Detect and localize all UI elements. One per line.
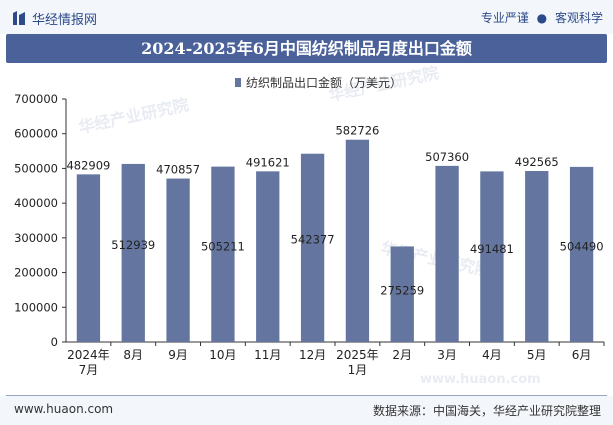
x-tick-label: 3月 <box>437 348 457 362</box>
x-tick-label: 11月 <box>254 348 281 362</box>
bar <box>211 166 235 342</box>
data-label: 491621 <box>246 155 290 169</box>
tagline: 专业严谨 ● 客观科学 <box>481 9 603 26</box>
bar <box>569 166 594 342</box>
bar <box>300 153 325 342</box>
data-label: 504490 <box>560 240 604 254</box>
y-tick-label: 700000 <box>14 92 58 106</box>
tagline-left: 专业严谨 <box>480 11 529 25</box>
y-tick-label: 400000 <box>14 196 58 210</box>
legend-swatch <box>235 78 241 87</box>
bar <box>345 139 370 342</box>
data-label: 275259 <box>380 283 424 297</box>
logo-icon <box>13 11 25 25</box>
data-label: 482909 <box>66 158 110 172</box>
data-label: 582726 <box>335 124 379 138</box>
legend-label: 纺织制品出口金额（万美元） <box>246 75 402 90</box>
brand-name: 华经情报网 <box>32 12 98 28</box>
footer-source: 数据来源：中国海关，华经产业研究院整理 <box>372 404 601 418</box>
bar <box>121 163 145 342</box>
x-tick-label: 2月 <box>392 348 412 362</box>
bar <box>166 178 190 342</box>
x-tick-label: 9月 <box>168 348 188 362</box>
bar <box>256 171 280 342</box>
bar <box>390 246 414 342</box>
bar-chart: 华经产业研究院华经产业研究院华经产业研究院www.huaon.com纺织制品出口… <box>14 63 605 387</box>
tagline-right: 客观科学 <box>554 11 603 25</box>
top-bar: 华经情报网 专业严谨 ● 客观科学 <box>0 0 613 34</box>
data-label: 542377 <box>291 232 335 246</box>
tagline-separator: ● <box>536 11 548 25</box>
y-tick-label: 100000 <box>14 300 58 314</box>
x-tick-label: 8月 <box>123 348 143 362</box>
brand[interactable]: 华经情报网 <box>12 8 97 28</box>
data-label: 512939 <box>111 238 155 252</box>
x-tick-label: 10月 <box>209 348 236 362</box>
watermark-text: www.huaon.com <box>420 372 541 387</box>
chart-title: 2024-2025年6月中国纺织制品月度出口金额 <box>141 39 472 58</box>
x-tick-label: 12月 <box>299 348 326 362</box>
footer-website[interactable]: www.huaon.com <box>14 402 114 416</box>
data-label: 505211 <box>201 240 245 254</box>
bar <box>435 165 459 342</box>
x-tick-label: 6月 <box>572 348 592 362</box>
footer: www.huaon.com 数据来源：中国海关，华经产业研究院整理 <box>0 396 613 425</box>
data-label: 507360 <box>425 150 469 164</box>
bar <box>76 174 101 342</box>
y-tick-label: 300000 <box>14 231 58 245</box>
data-label: 491481 <box>470 242 514 256</box>
bar <box>480 171 504 342</box>
watermark-text: 华经产业研究院 <box>77 95 191 137</box>
x-tick-label: 1月 <box>348 363 368 377</box>
chart-area: 华经产业研究院华经产业研究院华经产业研究院www.huaon.com纺织制品出口… <box>0 63 613 393</box>
data-label: 492565 <box>515 155 559 169</box>
y-tick-label: 600000 <box>14 127 58 141</box>
x-tick-label: 2024年 <box>67 348 110 362</box>
data-label: 470857 <box>156 163 200 177</box>
x-tick-label: 2025年 <box>336 348 379 362</box>
x-tick-label: 5月 <box>527 348 547 362</box>
chart-title-bar: 2024-2025年6月中国纺织制品月度出口金额 <box>6 34 607 63</box>
y-tick-label: 500000 <box>14 161 58 175</box>
bar <box>525 171 549 342</box>
y-tick-label: 200000 <box>14 266 58 280</box>
x-tick-label: 7月 <box>79 363 99 377</box>
footer-divider <box>6 395 607 396</box>
x-tick-label: 4月 <box>482 348 502 362</box>
y-tick-label: 0 <box>51 335 58 349</box>
